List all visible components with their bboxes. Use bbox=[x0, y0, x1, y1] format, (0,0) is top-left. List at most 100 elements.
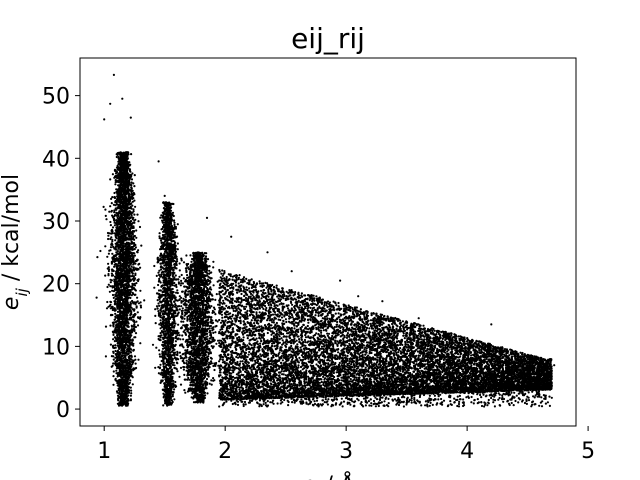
data-point-3489 bbox=[124, 218, 127, 221]
data-point-3453 bbox=[125, 292, 128, 295]
data-point-3305 bbox=[117, 362, 120, 365]
data-point-4690 bbox=[157, 337, 160, 341]
data-point-4469 bbox=[163, 347, 166, 350]
data-point-3623 bbox=[157, 271, 160, 274]
data-point-3469 bbox=[118, 177, 122, 181]
data-point-3244 bbox=[120, 242, 123, 245]
data-point-4795 bbox=[182, 277, 185, 280]
data-point-3467 bbox=[128, 222, 131, 225]
data-point-3392 bbox=[125, 214, 128, 217]
data-point-3302 bbox=[128, 272, 131, 275]
data-point-4561 bbox=[168, 249, 171, 252]
data-point-2520 bbox=[122, 368, 125, 371]
data-point-4056 bbox=[173, 388, 176, 391]
data-point-3329 bbox=[117, 353, 120, 357]
data-point-4573 bbox=[161, 227, 164, 230]
data-point-3485 bbox=[125, 157, 128, 160]
data-point-4043 bbox=[155, 274, 158, 277]
data-point-3149 bbox=[130, 238, 133, 241]
data-point-25 bbox=[111, 293, 115, 297]
data-point-2886 bbox=[119, 258, 122, 262]
data-point-351 bbox=[113, 191, 116, 195]
data-point-3311 bbox=[128, 174, 131, 177]
data-point-3012 bbox=[124, 209, 127, 212]
data-point-4678 bbox=[174, 274, 177, 277]
data-point-4359 bbox=[173, 231, 176, 234]
data-point-1850 bbox=[112, 383, 115, 386]
data-point-3394 bbox=[116, 304, 119, 307]
data-point-3404 bbox=[123, 378, 126, 381]
data-point-2909 bbox=[119, 186, 123, 189]
data-point-4967 bbox=[169, 273, 172, 276]
data-point-4846 bbox=[168, 340, 171, 343]
data-point-1185 bbox=[111, 173, 114, 176]
data-point-1994 bbox=[129, 216, 132, 219]
data-point-1844 bbox=[107, 252, 110, 255]
data-point-3629 bbox=[178, 375, 181, 378]
data-point-714 bbox=[109, 285, 112, 288]
data-point-853 bbox=[143, 299, 146, 302]
data-point-3366 bbox=[124, 280, 127, 283]
data-point-2711 bbox=[111, 252, 114, 255]
data-point-2812 bbox=[118, 339, 121, 342]
data-point-3117 bbox=[123, 289, 126, 292]
data-point-3284 bbox=[126, 362, 129, 365]
data-point-2776 bbox=[112, 351, 115, 354]
data-point-3111 bbox=[124, 319, 127, 322]
data-point-3498 bbox=[117, 166, 120, 169]
data-point-3412 bbox=[124, 384, 127, 387]
data-point-4294 bbox=[154, 322, 157, 325]
data-point-3425 bbox=[134, 268, 137, 271]
data-point-3233 bbox=[124, 306, 127, 310]
data-point-3034 bbox=[134, 303, 137, 306]
data-point-648 bbox=[113, 340, 116, 343]
data-point-3493 bbox=[120, 296, 123, 299]
data-point-3145 bbox=[123, 345, 126, 348]
data-point-3319 bbox=[115, 267, 119, 270]
data-point-4683 bbox=[161, 261, 164, 265]
data-point-3483 bbox=[122, 227, 125, 230]
data-point-2131 bbox=[95, 296, 98, 299]
data-point-2898 bbox=[115, 155, 118, 159]
data-point-1840 bbox=[114, 312, 117, 315]
data-point-3192 bbox=[119, 183, 122, 186]
data-point-4918 bbox=[166, 342, 170, 345]
data-point-3308 bbox=[117, 379, 120, 382]
data-point-3365 bbox=[119, 198, 122, 201]
data-point-3285 bbox=[127, 285, 130, 288]
data-point-3097 bbox=[115, 237, 118, 240]
data-point-2282 bbox=[132, 226, 135, 229]
data-point-42 bbox=[130, 265, 133, 268]
data-point-3393 bbox=[126, 229, 129, 232]
data-point-3460 bbox=[137, 220, 140, 223]
data-point-341 bbox=[117, 214, 120, 218]
data-point-4616 bbox=[159, 216, 162, 219]
data-point-3952 bbox=[164, 330, 167, 333]
data-point-3390 bbox=[130, 370, 133, 373]
data-point-4978 bbox=[167, 311, 170, 314]
data-point-4828 bbox=[177, 278, 180, 281]
data-point-3479 bbox=[138, 225, 142, 229]
data-point-2766 bbox=[130, 193, 133, 196]
data-point-3426 bbox=[127, 214, 130, 217]
data-point-1081 bbox=[106, 255, 109, 258]
data-point-4747 bbox=[154, 314, 157, 317]
data-point-960 bbox=[107, 283, 110, 286]
data-point-3450 bbox=[130, 306, 133, 309]
data-point-3257 bbox=[125, 168, 128, 171]
data-point-3748 bbox=[158, 304, 161, 307]
data-point-1871 bbox=[114, 377, 117, 380]
data-point-2416 bbox=[109, 178, 112, 181]
data-point-3158 bbox=[133, 323, 136, 326]
data-point-148 bbox=[137, 302, 141, 305]
data-point-3100 bbox=[121, 366, 124, 369]
data-point-2919 bbox=[124, 367, 127, 370]
data-point-3085 bbox=[117, 300, 121, 303]
data-point-3353 bbox=[129, 269, 132, 272]
data-point-3357 bbox=[125, 223, 128, 226]
data-point-2584 bbox=[122, 357, 125, 360]
data-point-2542 bbox=[130, 294, 133, 297]
data-point-3004 bbox=[139, 266, 142, 269]
data-point-3384 bbox=[118, 180, 121, 183]
